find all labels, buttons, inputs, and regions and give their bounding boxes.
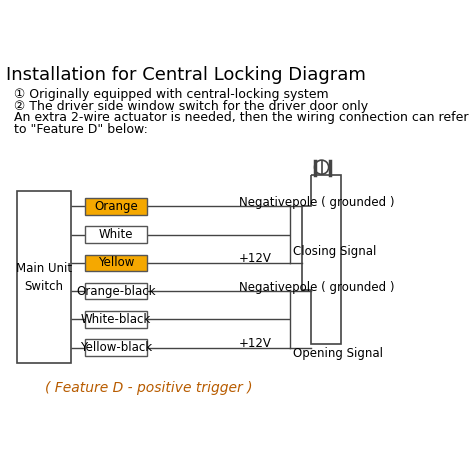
Text: Orange: Orange xyxy=(94,200,138,213)
Bar xyxy=(85,283,147,300)
Text: White: White xyxy=(99,228,133,241)
Bar xyxy=(85,198,147,215)
Text: Installation for Central Locking Diagram: Installation for Central Locking Diagram xyxy=(6,65,366,83)
Text: Yellow: Yellow xyxy=(98,256,134,269)
Text: Orange-black: Orange-black xyxy=(76,284,156,298)
Text: Negativepole ( grounded ): Negativepole ( grounded ) xyxy=(239,281,395,294)
Text: Yellow-black: Yellow-black xyxy=(80,341,152,354)
Text: Negativepole ( grounded ): Negativepole ( grounded ) xyxy=(239,196,395,209)
Text: to "Feature D" below:: to "Feature D" below: xyxy=(14,123,148,136)
Text: ( Feature D - positive trigger ): ( Feature D - positive trigger ) xyxy=(46,382,253,395)
Text: Opening Signal: Opening Signal xyxy=(292,347,383,360)
Text: An extra 2-wire actuator is needed, then the wiring connection can refer: An extra 2-wire actuator is needed, then… xyxy=(14,111,469,124)
Bar xyxy=(85,311,147,328)
Text: ① Originally equipped with central-locking system: ① Originally equipped with central-locki… xyxy=(14,88,329,101)
Bar xyxy=(85,339,147,356)
Text: +12V: +12V xyxy=(239,253,272,265)
Bar xyxy=(85,227,147,243)
Text: ② The driver side window switch for the driver door only: ② The driver side window switch for the … xyxy=(14,100,368,112)
Text: Closing Signal: Closing Signal xyxy=(292,245,376,258)
Circle shape xyxy=(315,160,328,174)
Text: Main Unit
Switch: Main Unit Switch xyxy=(16,262,72,292)
Text: +12V: +12V xyxy=(239,337,272,350)
Text: White-black: White-black xyxy=(81,313,151,326)
Bar xyxy=(85,255,147,271)
Bar xyxy=(17,191,71,363)
